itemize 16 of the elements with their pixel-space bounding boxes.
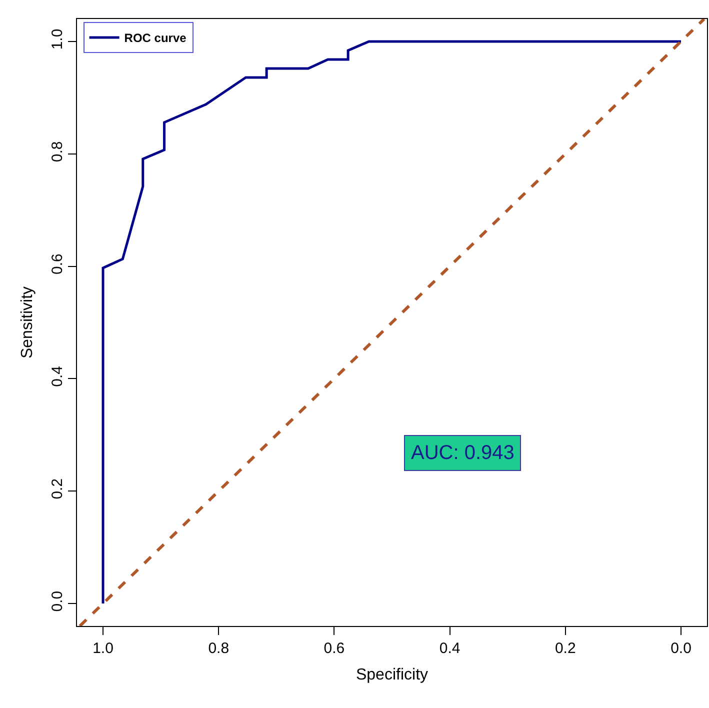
- y-tick-label: 0.0: [49, 590, 66, 612]
- y-tick-label: 0.6: [49, 254, 66, 274]
- y-tick-label: 1.0: [49, 28, 66, 50]
- x-tick-label: 0.4: [439, 640, 460, 657]
- y-tick-label: 0.4: [49, 366, 66, 387]
- y-tick-label: 0.2: [49, 478, 66, 500]
- y-tick-label: 0.8: [49, 141, 66, 162]
- annotation: AUC: 0.943: [411, 442, 514, 464]
- y-axis-title: Sensitivity: [18, 286, 36, 359]
- x-tick-label: 1.0: [92, 640, 114, 657]
- x-axis-title: Specificity: [356, 666, 428, 684]
- x-tick-label: 0.2: [554, 640, 576, 657]
- x-tick-label: 0.0: [670, 640, 692, 657]
- legend-label: ROC curve: [124, 31, 187, 46]
- x-tick-label: 0.8: [208, 640, 230, 657]
- x-tick-label: 0.6: [324, 640, 345, 657]
